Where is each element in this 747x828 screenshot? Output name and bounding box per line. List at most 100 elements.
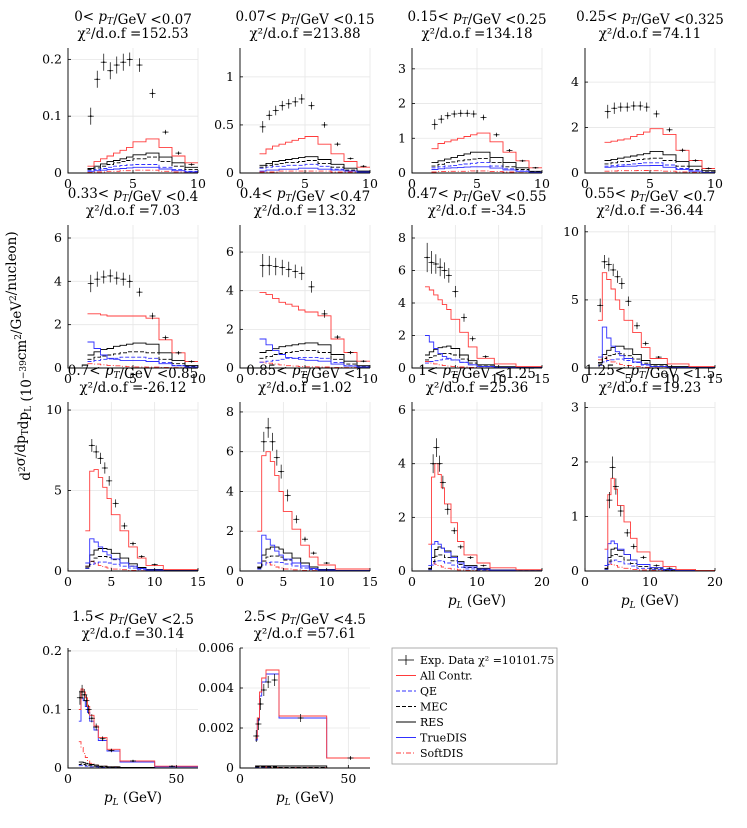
data-point: [469, 336, 476, 342]
series-truedis: [425, 335, 542, 369]
y-tick-label: 4: [398, 295, 406, 310]
data-point: [266, 255, 273, 276]
y-tick-label: 0: [54, 760, 62, 775]
series-softdis: [259, 361, 370, 369]
data-point: [705, 167, 712, 170]
panel-title: 0.47< pT/GeV <0.55: [407, 186, 546, 205]
y-tick-label: 6: [398, 402, 406, 417]
y-tick-label: 4: [398, 456, 406, 471]
x-tick-label: 5: [301, 371, 309, 386]
data-point: [292, 97, 299, 107]
panel-chi2: χ²/d.o.f =1.02: [258, 380, 352, 396]
data-point: [130, 759, 136, 763]
data-point: [272, 257, 279, 276]
data-point: [634, 322, 640, 330]
data-point: [360, 360, 367, 363]
x-tick-label: 10: [469, 574, 485, 589]
data-point: [692, 159, 699, 162]
data-point: [360, 165, 367, 168]
panel-chi2: χ²/d.o.f =152.53: [77, 26, 188, 42]
series-qe: [87, 164, 198, 172]
panel-chi2: χ²/d.o.f =30.14: [82, 626, 185, 642]
y-tick-label: 4: [226, 483, 234, 498]
data-point: [444, 112, 451, 120]
series-res: [257, 546, 370, 571]
y-tick-label: 2: [398, 509, 406, 524]
legend-label: All Contr.: [419, 670, 473, 683]
x-tick-label: 0: [64, 176, 72, 191]
data-point: [609, 456, 616, 479]
data-point: [464, 109, 471, 117]
legend-entry-exp-data: Exp. Data χ² =10101.75: [398, 654, 554, 667]
series-res: [425, 345, 542, 368]
data-point: [259, 121, 266, 133]
panel-title: 0.7< pT/GeV <0.85: [68, 363, 198, 382]
x-tick-label: 15: [707, 371, 723, 386]
data-point: [612, 478, 619, 495]
data-point: [532, 166, 539, 169]
data-point: [130, 541, 136, 546]
x-axis-label: pL (GeV): [448, 593, 506, 611]
data-point: [438, 115, 445, 124]
series-truedis: [85, 538, 198, 572]
chart-panel-8: 0 5 10 15 0 5 10 0.55< pT/GeV <0.7χ²/d.o.f =-36…: [563, 186, 723, 386]
y-tick-label: 4: [226, 283, 234, 298]
data-point: [100, 53, 107, 71]
data-point: [637, 101, 644, 111]
data-point: [292, 264, 299, 279]
data-point: [265, 417, 272, 438]
y-tick-label: 0: [226, 563, 234, 578]
data-point: [480, 564, 487, 567]
data-point: [101, 462, 108, 474]
y-tick-label: 0.5: [214, 117, 234, 132]
data-point: [93, 723, 100, 731]
panel-chi2: χ²/d.o.f =-34.5: [428, 203, 526, 219]
data-point: [630, 543, 637, 550]
x-tick-label: 10: [147, 574, 163, 589]
x-tick-label: 15: [534, 371, 550, 386]
x-tick-label: 10: [362, 176, 378, 191]
series-res: [598, 345, 715, 368]
y-tick-label: 0: [54, 165, 62, 180]
data-point: [260, 431, 267, 452]
x-tick-label: 5: [646, 176, 654, 191]
data-point: [99, 736, 106, 742]
data-point: [94, 271, 101, 287]
data-point: [121, 522, 128, 530]
data-point: [138, 555, 145, 558]
chart-panel-14: 0 50 0 0.002 0.004 0.006 2.5< pT/GeV <4.5χ²/d.…: [198, 609, 370, 808]
series-all-contr: [87, 313, 198, 362]
series-all-contr: [431, 132, 542, 169]
data-point: [100, 270, 107, 284]
series-qe: [604, 162, 715, 173]
data-point: [106, 476, 113, 486]
panel-title: 0.4< pT/GeV <0.47: [240, 186, 370, 205]
panel-title: 0.15< pT/GeV <0.25: [407, 9, 546, 28]
data-point: [439, 475, 446, 490]
series-mec: [431, 157, 542, 173]
y-tick-label: 3: [398, 61, 406, 76]
y-tick-label: 0: [54, 563, 62, 578]
data-point: [271, 674, 278, 686]
chart-panel-13: 0 50 0 0.1 0.2 1.5< pT/GeV <2.5χ²/d.o.f =30.1…: [42, 609, 198, 808]
x-tick-label: 5: [451, 371, 459, 386]
y-tick-label: 10: [46, 402, 62, 417]
series-qe: [257, 561, 370, 572]
legend-label: RES: [420, 716, 444, 729]
panel-chi2: χ²/d.o.f =13.32: [254, 203, 357, 219]
data-point: [445, 268, 452, 283]
y-tick-label: 0: [226, 165, 234, 180]
data-point: [451, 110, 458, 118]
data-point: [298, 266, 305, 281]
data-point: [470, 110, 477, 118]
series-truedis: [431, 166, 542, 173]
data-point: [151, 563, 158, 566]
data-point: [285, 261, 292, 278]
x-tick-label: 10: [664, 371, 680, 386]
data-point: [441, 262, 448, 279]
panel-title: 1.25< pT/GeV <1.5: [585, 363, 716, 382]
data-point: [266, 110, 273, 121]
y-tick-label: 0.006: [198, 640, 234, 655]
y-tick-label: 5: [54, 483, 62, 498]
